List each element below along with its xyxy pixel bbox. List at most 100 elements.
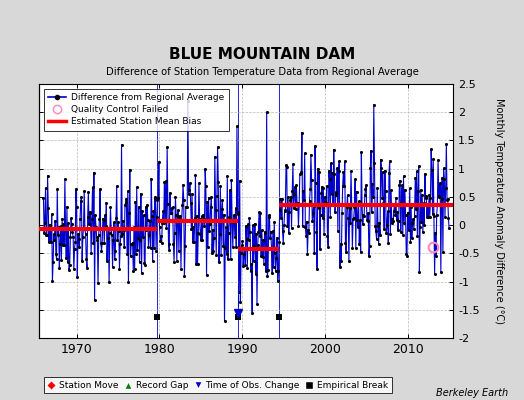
Point — [415, 269, 423, 276]
Point — [346, 220, 354, 226]
Point — [410, 226, 418, 232]
Point — [107, 232, 116, 239]
Point — [150, 194, 159, 200]
Point — [395, 218, 403, 224]
Point — [408, 235, 416, 241]
Point — [384, 208, 392, 215]
Point — [348, 244, 356, 251]
Point — [345, 204, 354, 211]
Point — [293, 202, 301, 208]
Point — [313, 266, 321, 273]
Point — [325, 176, 334, 183]
Point — [426, 194, 434, 201]
Point — [241, 262, 249, 268]
Point — [318, 184, 326, 190]
Point — [86, 210, 95, 216]
Point — [413, 233, 421, 239]
Point — [237, 242, 246, 248]
Point — [411, 175, 419, 181]
Point — [134, 234, 143, 241]
Point — [169, 240, 178, 247]
Point — [48, 278, 57, 284]
Point — [118, 231, 126, 238]
Point — [162, 224, 171, 231]
Point — [430, 271, 439, 277]
Point — [202, 183, 210, 190]
Point — [144, 216, 152, 223]
Point — [150, 244, 158, 251]
Point — [416, 224, 424, 230]
Point — [323, 233, 332, 239]
Point — [300, 197, 308, 204]
Point — [52, 256, 61, 262]
Point — [183, 204, 191, 210]
Point — [125, 210, 133, 216]
Point — [345, 258, 353, 264]
Point — [209, 226, 217, 233]
Point — [243, 264, 252, 271]
Point — [77, 198, 85, 204]
Point — [221, 245, 230, 252]
Point — [155, 158, 163, 165]
Point — [330, 170, 339, 177]
Point — [192, 261, 200, 267]
Point — [378, 169, 387, 175]
Point — [193, 213, 201, 219]
Point — [285, 229, 293, 236]
Point — [354, 224, 362, 230]
Point — [131, 198, 139, 205]
Point — [65, 267, 73, 274]
Point — [218, 196, 226, 203]
Point — [122, 196, 130, 202]
Point — [189, 224, 198, 230]
Point — [364, 210, 373, 216]
Point — [89, 240, 97, 246]
Point — [297, 170, 305, 177]
Legend: Station Move, Record Gap, Time of Obs. Change, Empirical Break: Station Move, Record Gap, Time of Obs. C… — [44, 377, 392, 394]
Point — [152, 214, 161, 220]
Point — [46, 222, 54, 228]
Point — [154, 196, 162, 203]
Point — [260, 229, 269, 235]
Point — [137, 190, 145, 197]
Point — [185, 187, 193, 193]
Point — [57, 223, 65, 229]
Point — [102, 200, 111, 206]
Point — [104, 225, 113, 232]
Point — [135, 259, 144, 266]
Point — [98, 240, 106, 246]
Point — [42, 232, 51, 239]
Point — [414, 163, 423, 170]
Point — [332, 192, 341, 198]
Point — [363, 218, 372, 224]
Point — [141, 204, 150, 210]
Point — [252, 231, 260, 237]
Point — [256, 210, 265, 217]
Point — [143, 202, 151, 208]
Point — [306, 186, 314, 192]
Point — [330, 146, 338, 153]
Point — [111, 256, 119, 262]
Point — [191, 215, 199, 222]
Point — [144, 244, 152, 251]
Point — [116, 241, 124, 248]
Point — [44, 205, 52, 212]
Point — [256, 233, 264, 239]
Point — [252, 271, 260, 278]
Point — [174, 207, 182, 213]
Point — [319, 185, 328, 192]
Point — [299, 188, 308, 194]
Point — [276, 196, 284, 202]
Point — [187, 226, 195, 232]
Point — [442, 141, 451, 147]
Point — [438, 196, 446, 202]
Point — [285, 209, 293, 215]
Point — [74, 236, 83, 243]
Point — [311, 143, 319, 149]
Point — [441, 214, 449, 220]
Text: BLUE MOUNTAIN DAM: BLUE MOUNTAIN DAM — [169, 47, 355, 62]
Point — [250, 242, 258, 249]
Point — [350, 204, 358, 210]
Point — [57, 257, 66, 264]
Point — [163, 200, 172, 207]
